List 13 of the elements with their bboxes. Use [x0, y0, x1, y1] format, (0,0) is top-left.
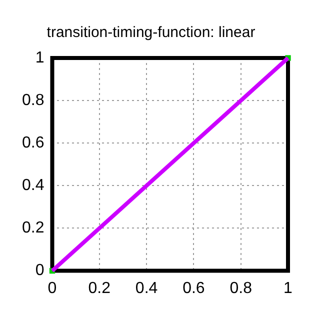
- x-tick-label: 0: [48, 280, 57, 297]
- x-tick-label: 1: [284, 280, 293, 297]
- y-tick-label: 0.4: [22, 177, 44, 194]
- y-tick-label: 0: [35, 262, 44, 280]
- x-tick-label: 0.8: [230, 280, 252, 297]
- y-tick-label: 0.8: [22, 92, 44, 109]
- x-tick-label: 0.2: [88, 280, 111, 297]
- chart-title: transition-timing-function: linear: [46, 24, 256, 42]
- x-tick-label: 0.6: [182, 280, 205, 297]
- x-tick-label: 0.4: [135, 280, 158, 297]
- y-tick-label: 0.6: [22, 134, 44, 152]
- y-tick-label: 1: [35, 49, 44, 66]
- y-tick-label: 0.2: [22, 220, 44, 237]
